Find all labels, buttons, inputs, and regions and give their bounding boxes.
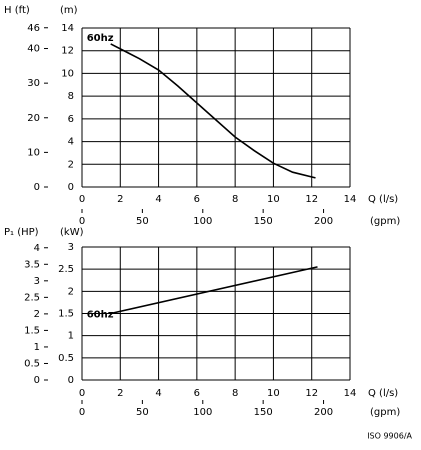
series-label: 60hz <box>87 33 114 44</box>
series-line <box>110 43 316 179</box>
x-axis-label: Q (l/s) <box>368 194 398 205</box>
y2-tick-label: 3 <box>34 276 40 287</box>
y-tick-label: 8 <box>68 91 74 102</box>
y2-tick-label: 30 <box>27 78 40 89</box>
y-tick-label: 6 <box>68 114 74 125</box>
y-tick-label: 4 <box>68 137 74 148</box>
y2-tick-label: 1 <box>34 342 40 353</box>
x2-axis-label: (gpm) <box>370 407 400 418</box>
y2-tick-label: 46 <box>27 23 40 34</box>
series-label: 60hz <box>87 310 114 321</box>
y2-tick-label: 0 <box>34 375 40 386</box>
y-axis-label: H (ft) <box>4 5 30 16</box>
x-tick-label: 10 <box>267 194 280 205</box>
x-tick-label: 14 <box>344 388 357 399</box>
y2-tick-label: 1.5 <box>24 325 40 336</box>
y2-tick-label: 20 <box>27 113 40 124</box>
y2-tick-label: 10 <box>27 147 40 158</box>
x-tick-label: 2 <box>117 194 123 205</box>
x2-tick-label: 200 <box>314 407 333 418</box>
y-tick-label: 2 <box>68 286 74 297</box>
x2-tick-label: 150 <box>254 216 273 227</box>
x2-axis-label: (gpm) <box>370 216 400 227</box>
x2-tick-label: 0 <box>79 407 85 418</box>
y-tick-label: 3 <box>68 242 74 253</box>
y2-tick-label: 0.5 <box>24 358 40 369</box>
x-tick-label: 0 <box>79 194 85 205</box>
y2-tick-label: 2.5 <box>24 292 40 303</box>
x-tick-label: 4 <box>155 388 161 399</box>
y-unit-label: (m) <box>60 5 78 16</box>
y2-tick-label: 4 <box>34 243 40 254</box>
y-tick-label: 12 <box>61 46 74 57</box>
x-tick-label: 0 <box>79 388 85 399</box>
y-tick-label: 0 <box>68 375 74 386</box>
y-unit-label: (kW) <box>60 227 84 238</box>
x-tick-label: 10 <box>267 388 280 399</box>
y2-tick-label: 0 <box>34 182 40 193</box>
y-tick-label: 1.5 <box>58 309 74 320</box>
y-axis-label: P₁ (HP) <box>4 227 39 238</box>
y-tick-label: 1 <box>68 331 74 342</box>
x-tick-label: 4 <box>155 194 161 205</box>
x-axis-label: Q (l/s) <box>368 388 398 399</box>
note: ISO 9906/A <box>367 432 412 441</box>
x2-tick-label: 100 <box>193 407 212 418</box>
y-tick-label: 0 <box>68 182 74 193</box>
y-tick-label: 2.5 <box>58 264 74 275</box>
series-line <box>110 266 318 315</box>
x-tick-label: 6 <box>194 194 200 205</box>
y2-tick-label: 2 <box>34 309 40 320</box>
x2-tick-label: 50 <box>136 216 149 227</box>
x-tick-label: 8 <box>232 388 238 399</box>
x-tick-label: 8 <box>232 194 238 205</box>
x2-tick-label: 100 <box>193 216 212 227</box>
y-tick-label: 0.5 <box>58 353 74 364</box>
y-tick-label: 14 <box>61 23 74 34</box>
y2-tick-label: 40 <box>27 44 40 55</box>
x2-tick-label: 0 <box>79 216 85 227</box>
y-tick-label: 10 <box>61 68 74 79</box>
x2-tick-label: 150 <box>254 407 273 418</box>
x-tick-label: 14 <box>344 194 357 205</box>
x-tick-label: 6 <box>194 388 200 399</box>
x-tick-label: 12 <box>305 388 318 399</box>
x2-tick-label: 200 <box>314 216 333 227</box>
x-tick-label: 12 <box>305 194 318 205</box>
y2-tick-label: 3.5 <box>24 259 40 270</box>
x-tick-label: 2 <box>117 388 123 399</box>
y-tick-label: 2 <box>68 159 74 170</box>
x2-tick-label: 50 <box>136 407 149 418</box>
